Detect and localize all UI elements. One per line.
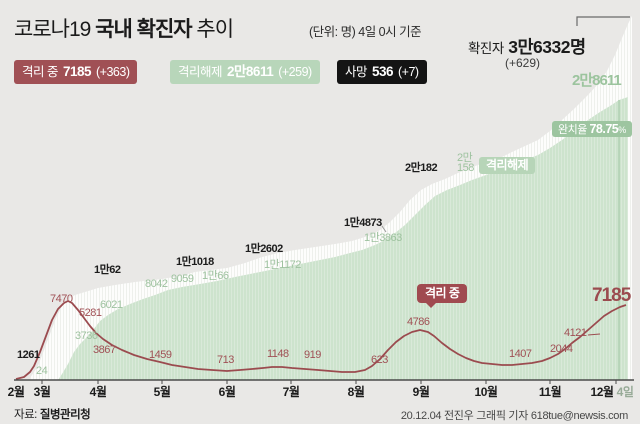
badge-delta: (+7) [398,65,419,79]
source-name: 질병관리청 [39,409,91,421]
status-badge-deaths: 사망 536 (+7) [337,60,427,84]
chart-point-label: 158 [457,162,474,174]
chart-point-label: 6021 [100,299,123,311]
status-badge-released: 격리해제 2만8611 (+259) [170,60,320,84]
label-pointer-4121 [587,333,601,336]
x-axis-label: 8월 [347,385,365,399]
chart-point-label: 1만4873 [344,217,382,229]
chart-point-label: 2044 [550,343,573,355]
x-axis-label: 9월 [412,385,430,399]
chart-point-label: 1만1172 [264,259,301,271]
total-confirmed: 확진자 3만6332명 [468,34,586,59]
chart-point-label: 5281 [79,307,102,319]
chart-point-label: 1459 [149,349,172,361]
source-credit: 자료: 질병관리청 [14,406,91,422]
released-series-badge: 격리해제 [479,157,536,174]
cure-rate-unit: % [618,125,626,135]
chart-point-label: 9059 [171,273,194,285]
badge-delta: (+363) [96,65,130,79]
x-axis-label: 12월 [590,385,614,399]
x-axis-label: 2월 [7,385,25,399]
source-label: 자료: [14,409,37,421]
chart-subtitle: (단위: 명) 4일 0시 기준 [309,25,422,39]
x-axis-label: 3월 [33,385,51,399]
title-regular: 코로나19 [14,18,96,41]
title-suffix: 추이 [191,18,234,41]
x-axis-label: 6월 [218,385,236,399]
cure-rate-label: 완치율 [558,124,587,136]
chart-point-label: 1148 [267,348,289,360]
chart-point-label: 3736 [75,330,98,342]
cure-rate-value: 78.75 [589,122,619,136]
chart-point-label: 2만8611 [572,72,622,89]
x-axis-ticks [41,380,617,384]
total-confirmed-label: 확진자 [468,41,504,56]
x-axis-label: 5월 [153,385,171,399]
author-credit: 20.12.04 전진우 그래픽 기자 618tue@newsis.com [400,410,628,422]
total-confirmed-delta: (+629) [505,56,541,70]
chart-point-label: 1만1018 [176,256,214,268]
active-cases-line [15,300,627,380]
chart-point-label: 623 [371,354,388,366]
chart-point-label: 713 [217,354,234,366]
chart-point-label: 1만62 [94,264,121,276]
chart-point-label: 1만66 [202,270,229,282]
chart-point-label: 3867 [93,344,116,356]
chart-point-label: 1만3863 [364,232,402,244]
badge-value: 536 [372,64,394,79]
chart-point-label: 2만182 [405,162,438,174]
total-confirmed-value: 3만6332명 [508,37,586,57]
chart-point-label: 919 [304,349,321,361]
quarantine-series-badge: 격리 중 [417,284,468,308]
title-bold: 국내 확진자 [95,18,192,41]
total-callout-line [576,16,630,26]
badge-label: 사망 [345,65,368,79]
cure-rate-badge: 완치율 78.75% [552,121,632,137]
x-axis-label: 11월 [538,385,562,399]
x-axis-label: 4일 [616,385,634,399]
x-axis-label: 10월 [474,385,498,399]
chart-point-label: 4786 [407,316,430,328]
badge-label: 격리해제 [178,65,223,79]
chart-point-label: 1261 [17,349,40,361]
x-axis-label: 7월 [282,385,300,399]
bottom-margin-strip [0,424,640,443]
released-area [58,97,628,380]
chart-point-label: 1만2602 [245,243,283,255]
chart-point-label: 8042 [145,278,168,290]
x-axis-label: 4월 [89,385,107,399]
label-pointer-14873 [381,225,387,233]
chart-point-label: 1407 [509,348,532,360]
chart-point-label: 4121 [564,327,587,339]
chart-point-label: 7185 [592,285,631,306]
badge-label: 격리 중 [22,65,58,79]
badge-value: 2만8611 [227,64,274,79]
chart-point-label: 24 [36,365,48,377]
chart-point-label: 2만 [457,152,473,164]
chart-point-label: 7470 [50,293,73,305]
status-badge-quarantine: 격리 중 7185 (+363) [14,60,138,84]
badge-value: 7185 [62,64,92,79]
page-title: 코로나19 국내 확진자 추이 [14,13,234,43]
x-axis-label-layer: 2월 3월 4월 5월 6월 7월 8월 9월 10월 11월 12월 4일 [0,383,640,399]
badge-delta: (+259) [278,65,312,79]
